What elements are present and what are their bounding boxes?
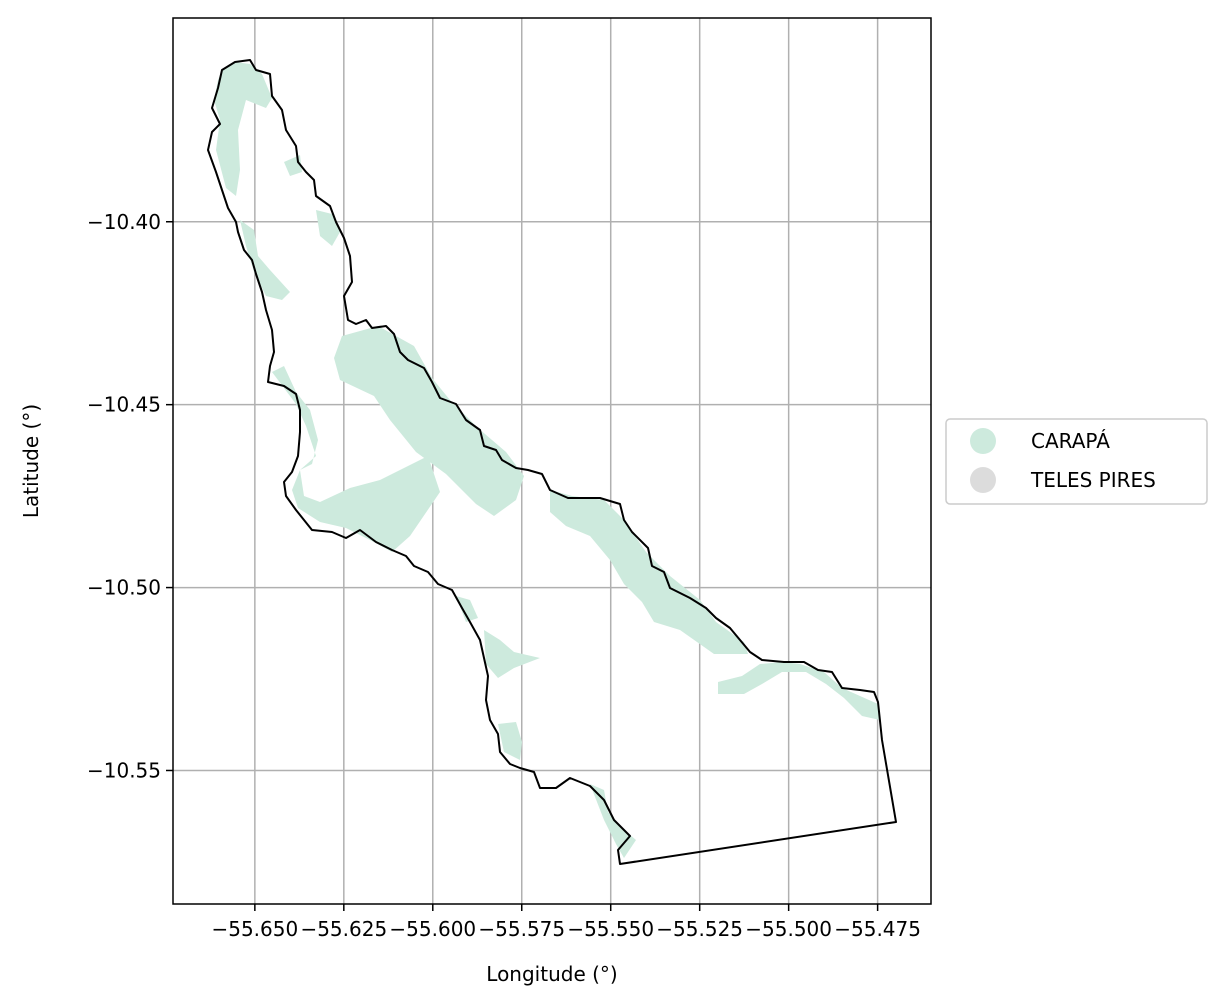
x-tick-label: −55.550 [567, 917, 654, 941]
carapa-patch [284, 155, 302, 176]
x-axis-ticks: −55.650 −55.625 −55.600 −55.575 −55.550 −55.5… [211, 904, 921, 941]
y-tick-label: −10.50 [87, 576, 161, 600]
legend: CARAPÁ TELES PIRES [945, 418, 1208, 505]
axes-border [172, 17, 932, 905]
x-tick-label: −55.525 [656, 917, 743, 941]
y-tick-label: −10.40 [87, 210, 161, 234]
x-tick-label: −55.575 [478, 917, 565, 941]
y-axis-ticks: −10.40 −10.45 −10.50 −10.55 [87, 210, 173, 782]
carapa-basin-area [214, 62, 880, 858]
x-tick-label: −55.625 [300, 917, 387, 941]
carapa-patch [316, 210, 340, 246]
x-tick-label: −55.600 [389, 917, 476, 941]
x-tick-label: −55.475 [834, 917, 921, 941]
legend-marker-teles-pires [970, 467, 996, 493]
carapa-patch [456, 596, 478, 622]
carapa-patch [718, 662, 880, 720]
legend-label-teles-pires: TELES PIRES [1030, 468, 1156, 492]
carapa-patch [334, 326, 524, 516]
y-axis-label: Latitude (°) [19, 404, 43, 518]
legend-label-carapa: CARAPÁ [1031, 429, 1110, 453]
x-axis-label: Longitude (°) [486, 962, 617, 986]
carapa-patch [550, 490, 748, 654]
carapa-patch [272, 366, 440, 552]
plot-frame [172, 17, 932, 905]
legend-marker-carapa [970, 428, 996, 454]
y-tick-label: −10.45 [87, 393, 161, 417]
carapa-patch [590, 784, 636, 858]
x-tick-label: −55.650 [211, 917, 298, 941]
basin-boundary [207, 59, 897, 865]
y-tick-label: −10.55 [87, 758, 161, 782]
x-tick-label: −55.500 [745, 917, 832, 941]
grid-lines [173, 18, 931, 904]
legend-box [945, 418, 1208, 505]
carapa-patch [498, 722, 522, 760]
carapa-patch [214, 62, 272, 196]
carapa-patch [484, 630, 540, 678]
carapa-patch [240, 220, 290, 300]
